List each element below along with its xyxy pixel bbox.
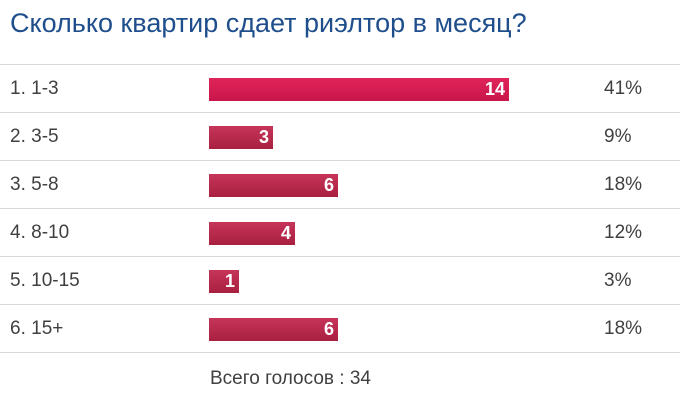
poll-row: 3. 5-8 6 18%	[0, 160, 680, 208]
vote-percentage: 12%	[604, 222, 643, 243]
vote-bar: 4	[209, 222, 295, 245]
vote-bar: 14	[209, 78, 509, 101]
vote-bar: 1	[209, 270, 239, 293]
total-votes: Всего голосов : 34	[210, 368, 371, 389]
poll-row: 6. 15+ 6 18%	[0, 304, 680, 353]
poll-row: 5. 10-15 1 3%	[0, 256, 680, 304]
vote-percentage: 9%	[604, 126, 632, 147]
vote-percentage: 18%	[604, 318, 643, 339]
vote-percentage: 3%	[604, 270, 632, 291]
vote-count: 6	[323, 319, 334, 339]
vote-count: 14	[484, 79, 505, 99]
option-label: 1. 1-3	[10, 78, 59, 99]
poll-row: 2. 3-5 3 9%	[0, 112, 680, 160]
vote-bar: 3	[209, 126, 273, 149]
option-label: 2. 3-5	[10, 126, 59, 147]
poll-rows: 1. 1-3 14 41% 2. 3-5 3 9% 3. 5-8 6 18% 4. 8-10 4 12…	[0, 64, 680, 353]
vote-count: 1	[224, 271, 235, 291]
poll-title: Сколько квартир сдает риэлтор в месяц?	[10, 8, 527, 38]
vote-bar: 6	[209, 174, 338, 197]
vote-count: 3	[258, 127, 269, 147]
option-label: 3. 5-8	[10, 174, 59, 195]
vote-count: 6	[323, 175, 334, 195]
option-label: 5. 10-15	[10, 270, 80, 291]
vote-bar: 6	[209, 318, 338, 341]
option-label: 4. 8-10	[10, 222, 70, 243]
vote-percentage: 41%	[604, 78, 643, 99]
vote-count: 4	[280, 223, 291, 243]
option-label: 6. 15+	[10, 318, 64, 339]
poll-row: 4. 8-10 4 12%	[0, 208, 680, 256]
vote-percentage: 18%	[604, 174, 643, 195]
poll-row: 1. 1-3 14 41%	[0, 64, 680, 112]
